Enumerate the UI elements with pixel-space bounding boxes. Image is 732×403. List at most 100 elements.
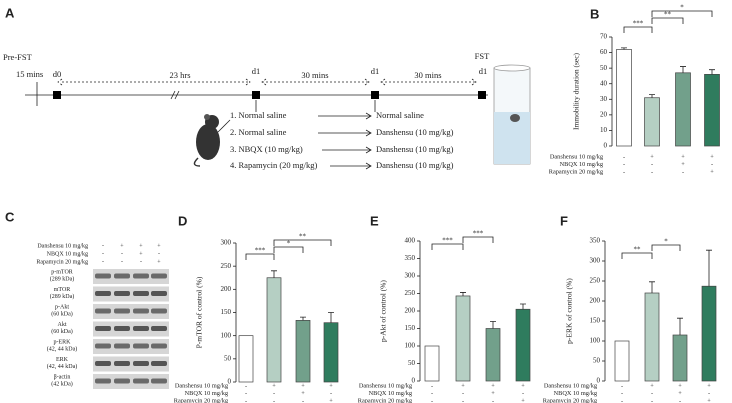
treatment-arrows [318, 112, 372, 170]
condition-sign: - [462, 397, 464, 403]
bar [701, 285, 717, 382]
condition-sign: - [302, 397, 304, 403]
arrow [318, 129, 372, 137]
mouse-tail [193, 157, 201, 167]
bar [616, 49, 632, 147]
blot-band [95, 291, 111, 296]
y-tick-label: 100 [405, 342, 416, 350]
blot-band [114, 291, 130, 296]
significance-label: *** [255, 247, 266, 255]
blot-name: p-Akt [55, 304, 69, 310]
blot-size: (60 kDa) [51, 328, 73, 335]
arrow [318, 112, 372, 120]
condition-sign: - [682, 168, 684, 175]
mouse-swimming [510, 114, 520, 122]
blot-strip [93, 356, 169, 372]
bar [675, 72, 691, 147]
condition-sign: - [102, 243, 104, 249]
condition-sign: - [121, 251, 123, 257]
condition-name: Rapamycin 20 mg/kg [543, 397, 598, 403]
bar [485, 328, 501, 382]
error-bar [709, 69, 715, 75]
bar [672, 334, 688, 382]
blot-band [114, 326, 130, 331]
blot-band [95, 343, 111, 349]
y-tick-label: 200 [221, 285, 232, 293]
significance-bracket [651, 244, 681, 251]
blot-band [95, 308, 111, 314]
condition-sign: - [245, 390, 247, 397]
drop-line [255, 100, 376, 112]
interval-arrow [380, 78, 477, 86]
panel-label: B [590, 6, 599, 21]
y-tick-label: 150 [590, 317, 601, 325]
y-tick-label: 400 [405, 237, 416, 245]
y-tick-label: 300 [221, 239, 232, 247]
y-axis-label: p-ERK of control (%) [565, 278, 574, 344]
bar [515, 308, 531, 382]
condition-sign: - [679, 397, 681, 403]
significance-label: ** [634, 246, 642, 254]
y-tick-label: 60 [600, 48, 608, 56]
condition-sign: + [301, 390, 305, 397]
significance-label: ** [299, 233, 307, 241]
blot-band [151, 308, 167, 314]
y-tick-label: 150 [405, 324, 416, 332]
mouse-icon [193, 114, 231, 167]
y-tick-label: 40 [600, 79, 608, 87]
day-label: d0 [53, 69, 62, 79]
condition-sign: - [330, 390, 332, 397]
treatment-before: 1. Normal saline [230, 110, 287, 120]
y-tick-label: 0 [604, 142, 608, 150]
y-tick-label: 70 [600, 33, 608, 41]
blot-band [114, 308, 130, 314]
bar [323, 322, 339, 383]
condition-sign: - [431, 397, 433, 403]
significance-label: * [680, 4, 684, 12]
blot-band [114, 343, 130, 349]
blot-band [114, 361, 130, 366]
blot-band [114, 378, 130, 384]
arrow [322, 146, 372, 154]
condition-sign: - [273, 397, 275, 403]
y-tick-label: 0 [228, 378, 232, 386]
error-bar [621, 47, 627, 50]
condition-sign: + [521, 397, 525, 403]
blot-strip [93, 269, 169, 284]
condition-sign: + [678, 390, 682, 397]
bar [238, 335, 254, 383]
condition-sign: - [431, 382, 433, 389]
significance-label: *** [633, 20, 644, 28]
condition-name: Rapamycin 20 mg/kg [36, 259, 88, 265]
condition-sign: - [158, 251, 160, 257]
panel-label: E [370, 213, 379, 228]
blot-band [133, 308, 149, 314]
time-point [478, 91, 486, 99]
interval-arrow [57, 78, 251, 86]
condition-sign: - [273, 390, 275, 397]
condition-name: NBQX 10 mg/kg [369, 390, 413, 397]
error-bar [328, 312, 334, 323]
bar [614, 340, 630, 382]
blot-band [151, 326, 167, 331]
blot-size: (289 kDa) [50, 293, 75, 300]
blot-band [133, 273, 149, 279]
condition-name: NBQX 10 mg/kg [185, 390, 229, 397]
significance-bracket [273, 239, 332, 246]
significance-bracket [651, 10, 713, 17]
condition-name: Danshensu 10 mg/kg [359, 382, 413, 389]
condition-sign: + [681, 161, 685, 168]
y-tick-label: 30 [600, 95, 608, 103]
time-point [53, 91, 61, 99]
condition-sign: - [102, 251, 104, 257]
treatment-after: Normal saline [376, 110, 424, 120]
condition-sign: - [245, 382, 247, 389]
mouse-ear [204, 114, 210, 120]
condition-name: Rapamycin 20 mg/kg [549, 168, 604, 175]
y-tick-label: 50 [600, 64, 608, 72]
condition-sign: + [710, 168, 714, 175]
condition-sign: - [522, 390, 524, 397]
condition-sign: - [623, 153, 625, 160]
day-label: d1 [252, 66, 261, 76]
blot-band [151, 343, 167, 349]
